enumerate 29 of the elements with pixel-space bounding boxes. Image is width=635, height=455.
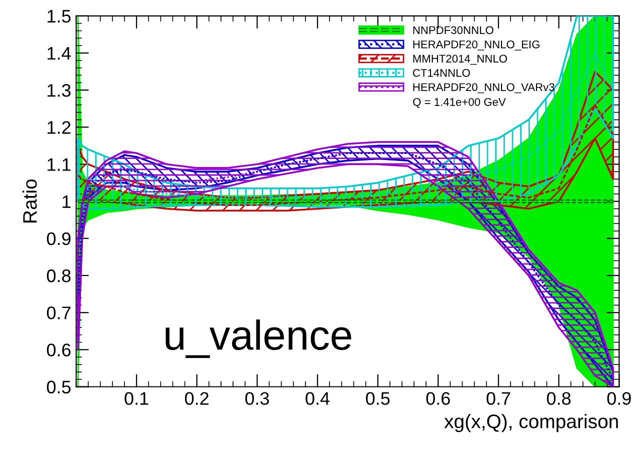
x-tick-label: 0.4 [306, 392, 330, 405]
legend-label: CT14NNLO [412, 68, 470, 77]
x-tick-label: 0.9 [607, 392, 631, 405]
y-tick-label: 0.6 [46, 344, 71, 356]
legend-label: HERAPDF20_NNLO_EIG [413, 40, 540, 50]
x-tick-label: 0.6 [426, 392, 450, 405]
annotation: Q = 1.41e+00 GeV [413, 98, 506, 108]
x-tick-label: 0.7 [486, 392, 510, 405]
x-tick-label: 0.1 [124, 392, 148, 405]
y-tick-label: 1.3 [48, 84, 71, 97]
y-tick-label: 1.1 [48, 158, 70, 171]
x-tick-label: 0.3 [245, 392, 269, 405]
y-tick-label: 0.5 [46, 380, 71, 394]
y-tick-label: 1.4 [48, 47, 71, 60]
y-tick-label: 0.8 [46, 269, 71, 282]
x-axis-title: xg(x,Q), comparison [444, 414, 618, 432]
legend-label: MMHT2014_NNLO [413, 54, 507, 65]
legend-label: HERAPDF20_NNLO_VARv3 [413, 83, 554, 94]
y-tick-label: 1 [62, 195, 70, 208]
x-tick-label: 0.8 [546, 392, 571, 405]
y-tick-label: 0.9 [46, 232, 70, 246]
legend-label: NNPDF30NNLO [413, 26, 494, 34]
y-tick-label: 0.7 [46, 306, 70, 320]
x-tick-label: 0.5 [366, 392, 390, 405]
y-axis-title: Ratio [22, 179, 37, 222]
annotation: u_valence [166, 319, 352, 358]
y-tick-label: 1.5 [48, 10, 71, 23]
x-tick-label: 0.2 [185, 392, 208, 405]
y-tick-label: 1.2 [48, 121, 70, 134]
